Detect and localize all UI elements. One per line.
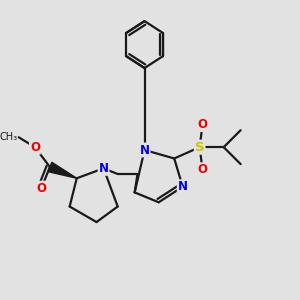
Text: S: S xyxy=(195,141,205,154)
Text: N: N xyxy=(178,180,188,193)
Text: O: O xyxy=(197,163,208,176)
Text: O: O xyxy=(197,118,208,131)
Text: CH₃: CH₃ xyxy=(0,132,17,142)
Polygon shape xyxy=(48,162,77,178)
Text: O: O xyxy=(30,141,40,154)
Text: O: O xyxy=(36,182,46,195)
Text: N: N xyxy=(140,143,150,157)
Text: N: N xyxy=(99,162,109,175)
